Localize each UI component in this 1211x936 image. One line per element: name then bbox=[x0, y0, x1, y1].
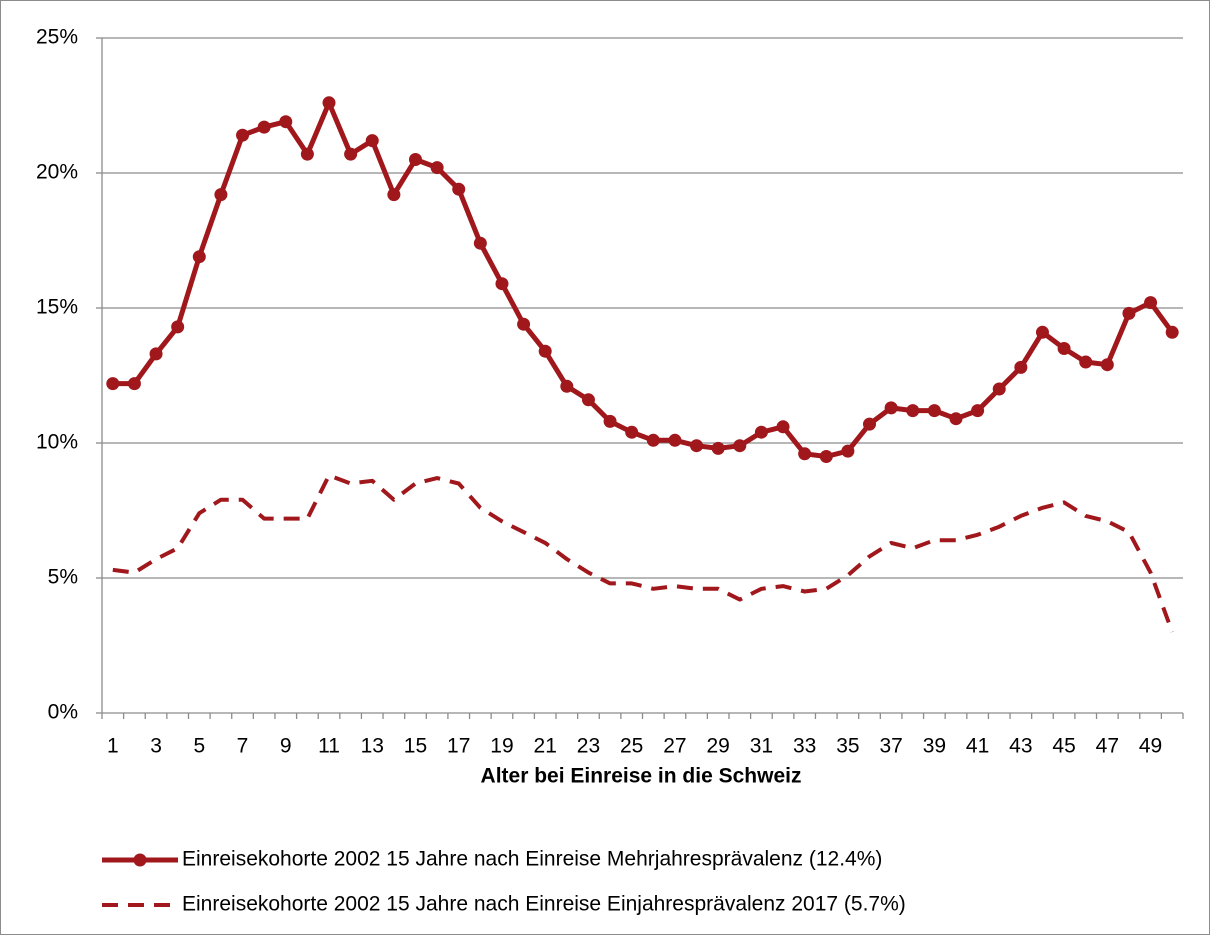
data-point bbox=[538, 344, 552, 358]
data-point bbox=[668, 433, 682, 447]
legend-marker bbox=[133, 853, 147, 867]
data-point bbox=[1014, 360, 1028, 374]
data-point bbox=[992, 382, 1006, 396]
data-point bbox=[430, 161, 444, 175]
data-point bbox=[711, 441, 725, 455]
x-tick-label: 19 bbox=[490, 735, 513, 758]
x-tick-label: 9 bbox=[280, 735, 292, 758]
data-point bbox=[841, 444, 855, 458]
data-point bbox=[1165, 325, 1179, 339]
data-point bbox=[690, 439, 704, 453]
x-tick-label: 49 bbox=[1139, 735, 1162, 758]
data-point bbox=[733, 439, 747, 453]
data-point bbox=[1144, 296, 1158, 310]
data-point bbox=[344, 147, 358, 161]
x-tick-label: 13 bbox=[361, 735, 384, 758]
data-point bbox=[149, 347, 163, 361]
data-point bbox=[1079, 355, 1093, 369]
x-tick-label: 25 bbox=[620, 735, 643, 758]
y-tick-label: 20% bbox=[36, 161, 78, 184]
data-point bbox=[798, 447, 812, 461]
data-point bbox=[603, 414, 617, 428]
data-point bbox=[776, 420, 790, 434]
legend-label: Einreisekohorte 2002 15 Jahre nach Einre… bbox=[182, 848, 882, 871]
x-tick-label: 27 bbox=[663, 735, 686, 758]
x-tick-label: 47 bbox=[1096, 735, 1119, 758]
data-point bbox=[1100, 358, 1114, 372]
y-tick-label: 5% bbox=[48, 566, 78, 589]
data-point bbox=[1057, 342, 1071, 355]
data-point bbox=[473, 236, 487, 250]
x-tick-label: 33 bbox=[793, 735, 816, 758]
data-point bbox=[127, 377, 141, 391]
x-tick-label: 43 bbox=[1009, 735, 1032, 758]
data-point bbox=[646, 433, 660, 447]
data-point bbox=[214, 188, 228, 202]
y-tick-label: 25% bbox=[36, 26, 78, 49]
data-point bbox=[257, 120, 271, 134]
data-point bbox=[819, 450, 833, 463]
x-tick-label: 3 bbox=[150, 735, 162, 758]
data-point bbox=[971, 404, 985, 418]
data-point bbox=[1035, 325, 1049, 339]
x-tick-label: 7 bbox=[237, 735, 249, 758]
data-point bbox=[517, 317, 531, 331]
x-tick-label: 1 bbox=[107, 735, 119, 758]
data-point bbox=[408, 153, 422, 166]
x-tick-label: 23 bbox=[577, 735, 600, 758]
data-point bbox=[387, 188, 401, 202]
x-tick-label: 41 bbox=[966, 735, 989, 758]
data-point bbox=[279, 115, 293, 129]
x-tick-label: 37 bbox=[879, 735, 902, 758]
data-point bbox=[927, 404, 941, 418]
data-point bbox=[884, 401, 898, 415]
data-point bbox=[754, 425, 768, 439]
data-point bbox=[236, 128, 250, 142]
x-tick-label: 17 bbox=[447, 735, 470, 758]
data-point bbox=[495, 277, 509, 291]
data-point bbox=[171, 320, 185, 334]
x-tick-label: 11 bbox=[318, 735, 340, 758]
data-point bbox=[906, 404, 920, 418]
data-point bbox=[1122, 306, 1136, 320]
x-axis-title: Alter bei Einreise in die Schweiz bbox=[481, 765, 802, 788]
x-tick-label: 39 bbox=[923, 735, 946, 758]
data-point bbox=[192, 250, 206, 264]
x-tick-label: 29 bbox=[706, 735, 729, 758]
data-point bbox=[560, 379, 574, 393]
y-tick-label: 15% bbox=[36, 296, 78, 319]
x-tick-label: 31 bbox=[750, 735, 773, 758]
x-tick-label: 5 bbox=[193, 735, 205, 758]
data-point bbox=[300, 147, 314, 161]
data-point bbox=[322, 96, 336, 110]
legend-label: Einreisekohorte 2002 15 Jahre nach Einre… bbox=[182, 893, 906, 916]
data-point bbox=[365, 134, 379, 148]
data-point bbox=[863, 417, 877, 431]
x-tick-label: 15 bbox=[404, 735, 427, 758]
x-tick-label: 35 bbox=[836, 735, 859, 758]
x-tick-label: 21 bbox=[534, 735, 557, 758]
data-point bbox=[452, 182, 466, 196]
y-tick-label: 0% bbox=[48, 701, 78, 724]
data-point bbox=[581, 393, 595, 407]
data-point bbox=[949, 412, 963, 426]
series-line bbox=[112, 473, 1175, 633]
y-tick-label: 10% bbox=[36, 431, 78, 454]
data-point bbox=[106, 377, 120, 391]
data-point bbox=[625, 425, 639, 439]
x-tick-label: 45 bbox=[1052, 735, 1075, 758]
